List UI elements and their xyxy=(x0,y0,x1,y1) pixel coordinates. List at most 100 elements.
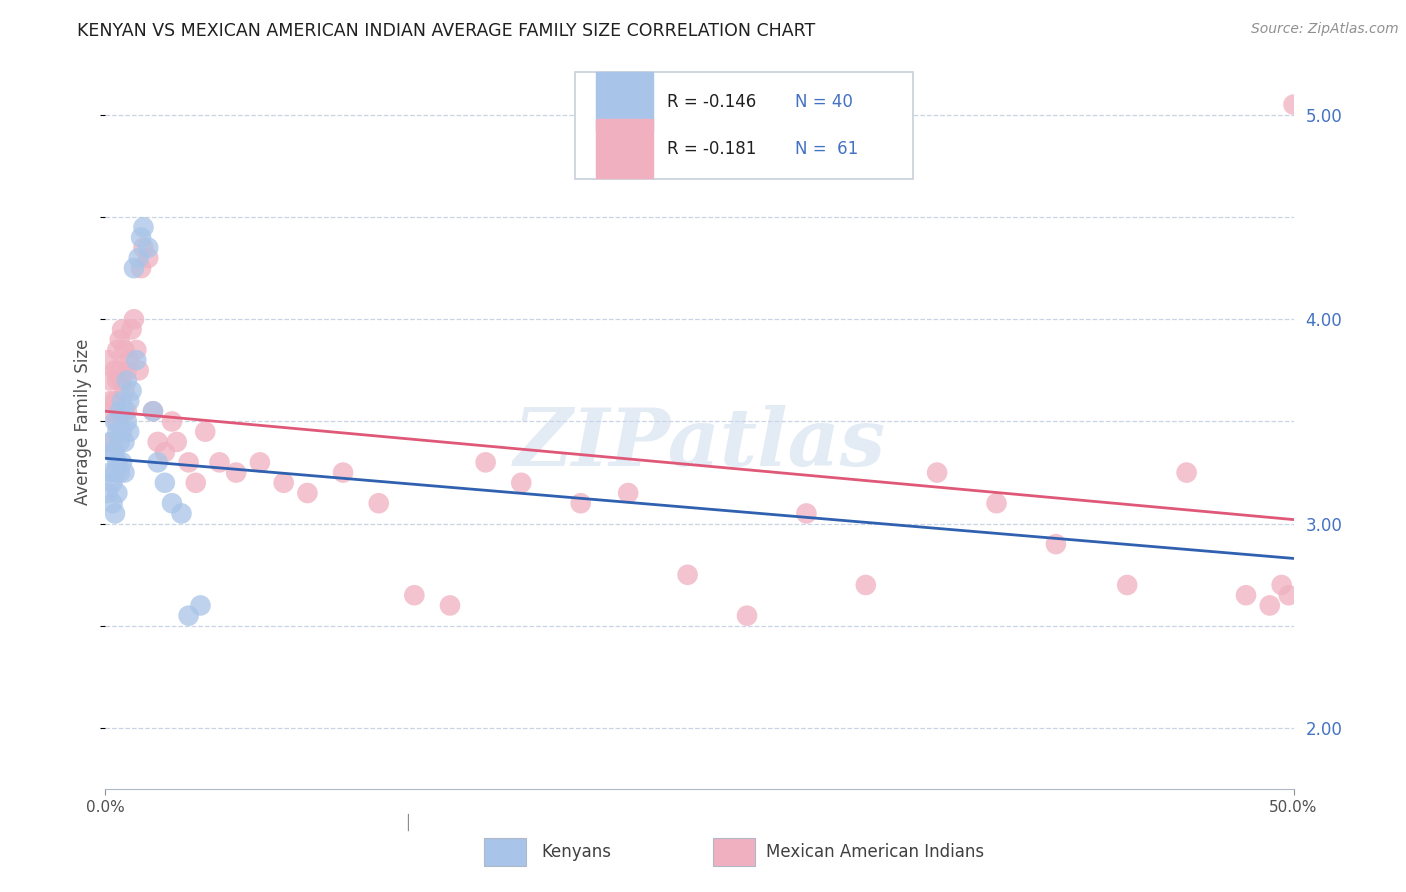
Point xyxy=(177,455,200,469)
Point xyxy=(1175,466,1198,480)
Text: ZIPatlas: ZIPatlas xyxy=(513,405,886,483)
Text: Mexican American Indians: Mexican American Indians xyxy=(766,843,984,861)
Point xyxy=(115,374,138,388)
Point xyxy=(225,466,247,480)
Point xyxy=(796,507,818,521)
Point xyxy=(104,414,127,429)
Point xyxy=(160,496,183,510)
Point xyxy=(1271,578,1294,592)
Point xyxy=(125,353,148,368)
Point xyxy=(105,374,128,388)
Point xyxy=(676,567,699,582)
Point xyxy=(101,404,124,418)
Point xyxy=(114,404,136,418)
Bar xyxy=(596,72,654,131)
Point xyxy=(98,466,121,480)
FancyBboxPatch shape xyxy=(575,72,914,178)
Text: KENYAN VS MEXICAN AMERICAN INDIAN AVERAGE FAMILY SIZE CORRELATION CHART: KENYAN VS MEXICAN AMERICAN INDIAN AVERAG… xyxy=(77,22,815,40)
Point xyxy=(108,363,131,377)
Point xyxy=(101,496,124,510)
Point xyxy=(332,466,354,480)
Point xyxy=(170,507,193,521)
Point xyxy=(132,220,155,235)
Point xyxy=(122,312,145,326)
Point xyxy=(111,455,134,469)
Point xyxy=(114,384,136,398)
Point xyxy=(122,261,145,276)
Point xyxy=(404,588,426,602)
Point xyxy=(986,496,1008,510)
Point xyxy=(105,486,128,500)
Point xyxy=(104,394,127,409)
Point xyxy=(208,455,231,469)
Point xyxy=(569,496,592,510)
Point xyxy=(105,343,128,357)
Point xyxy=(101,475,124,490)
Point xyxy=(105,425,128,439)
Text: Source: ZipAtlas.com: Source: ZipAtlas.com xyxy=(1251,22,1399,37)
Point xyxy=(108,434,131,449)
Point xyxy=(108,466,131,480)
Point xyxy=(114,434,136,449)
Point xyxy=(114,466,136,480)
Point xyxy=(115,404,138,418)
Point xyxy=(136,241,159,255)
Point xyxy=(855,578,877,592)
Point xyxy=(105,455,128,469)
Text: Kenyans: Kenyans xyxy=(541,843,612,861)
Point xyxy=(129,230,152,244)
Point xyxy=(194,425,217,439)
Point xyxy=(129,261,152,276)
Point xyxy=(1116,578,1139,592)
Point xyxy=(1234,588,1257,602)
Point xyxy=(510,475,533,490)
Point xyxy=(1278,588,1301,602)
Point xyxy=(735,608,758,623)
Point xyxy=(184,475,207,490)
Point xyxy=(1258,599,1281,613)
Point xyxy=(105,414,128,429)
Point xyxy=(132,241,155,255)
Point xyxy=(101,434,124,449)
Point xyxy=(1045,537,1067,551)
Point xyxy=(190,599,212,613)
Point xyxy=(128,363,150,377)
Point xyxy=(97,486,120,500)
Point xyxy=(111,374,134,388)
Point xyxy=(98,434,121,449)
Point xyxy=(146,434,169,449)
Point xyxy=(142,404,165,418)
Point xyxy=(474,455,496,469)
Point xyxy=(177,608,200,623)
Point xyxy=(136,251,159,265)
Point xyxy=(111,322,134,336)
Text: N = 40: N = 40 xyxy=(794,93,852,111)
Point xyxy=(121,384,143,398)
Point xyxy=(146,455,169,469)
Point xyxy=(166,434,188,449)
Point xyxy=(118,394,141,409)
Bar xyxy=(596,120,654,178)
Point xyxy=(128,251,150,265)
Point xyxy=(925,466,948,480)
Point xyxy=(1282,97,1305,112)
Text: R = -0.181: R = -0.181 xyxy=(668,140,756,158)
Point xyxy=(98,374,121,388)
Point xyxy=(439,599,461,613)
Point xyxy=(104,445,127,459)
Point xyxy=(153,445,176,459)
Point xyxy=(153,475,176,490)
Point xyxy=(104,363,127,377)
Point xyxy=(249,455,271,469)
Point xyxy=(104,466,127,480)
Point xyxy=(367,496,389,510)
Point xyxy=(115,363,138,377)
Point xyxy=(108,333,131,347)
Point xyxy=(160,414,183,429)
Point xyxy=(125,343,148,357)
Point xyxy=(97,353,120,368)
Point xyxy=(111,425,134,439)
Text: N =  61: N = 61 xyxy=(794,140,858,158)
Point xyxy=(142,404,165,418)
Text: R = -0.146: R = -0.146 xyxy=(668,93,756,111)
